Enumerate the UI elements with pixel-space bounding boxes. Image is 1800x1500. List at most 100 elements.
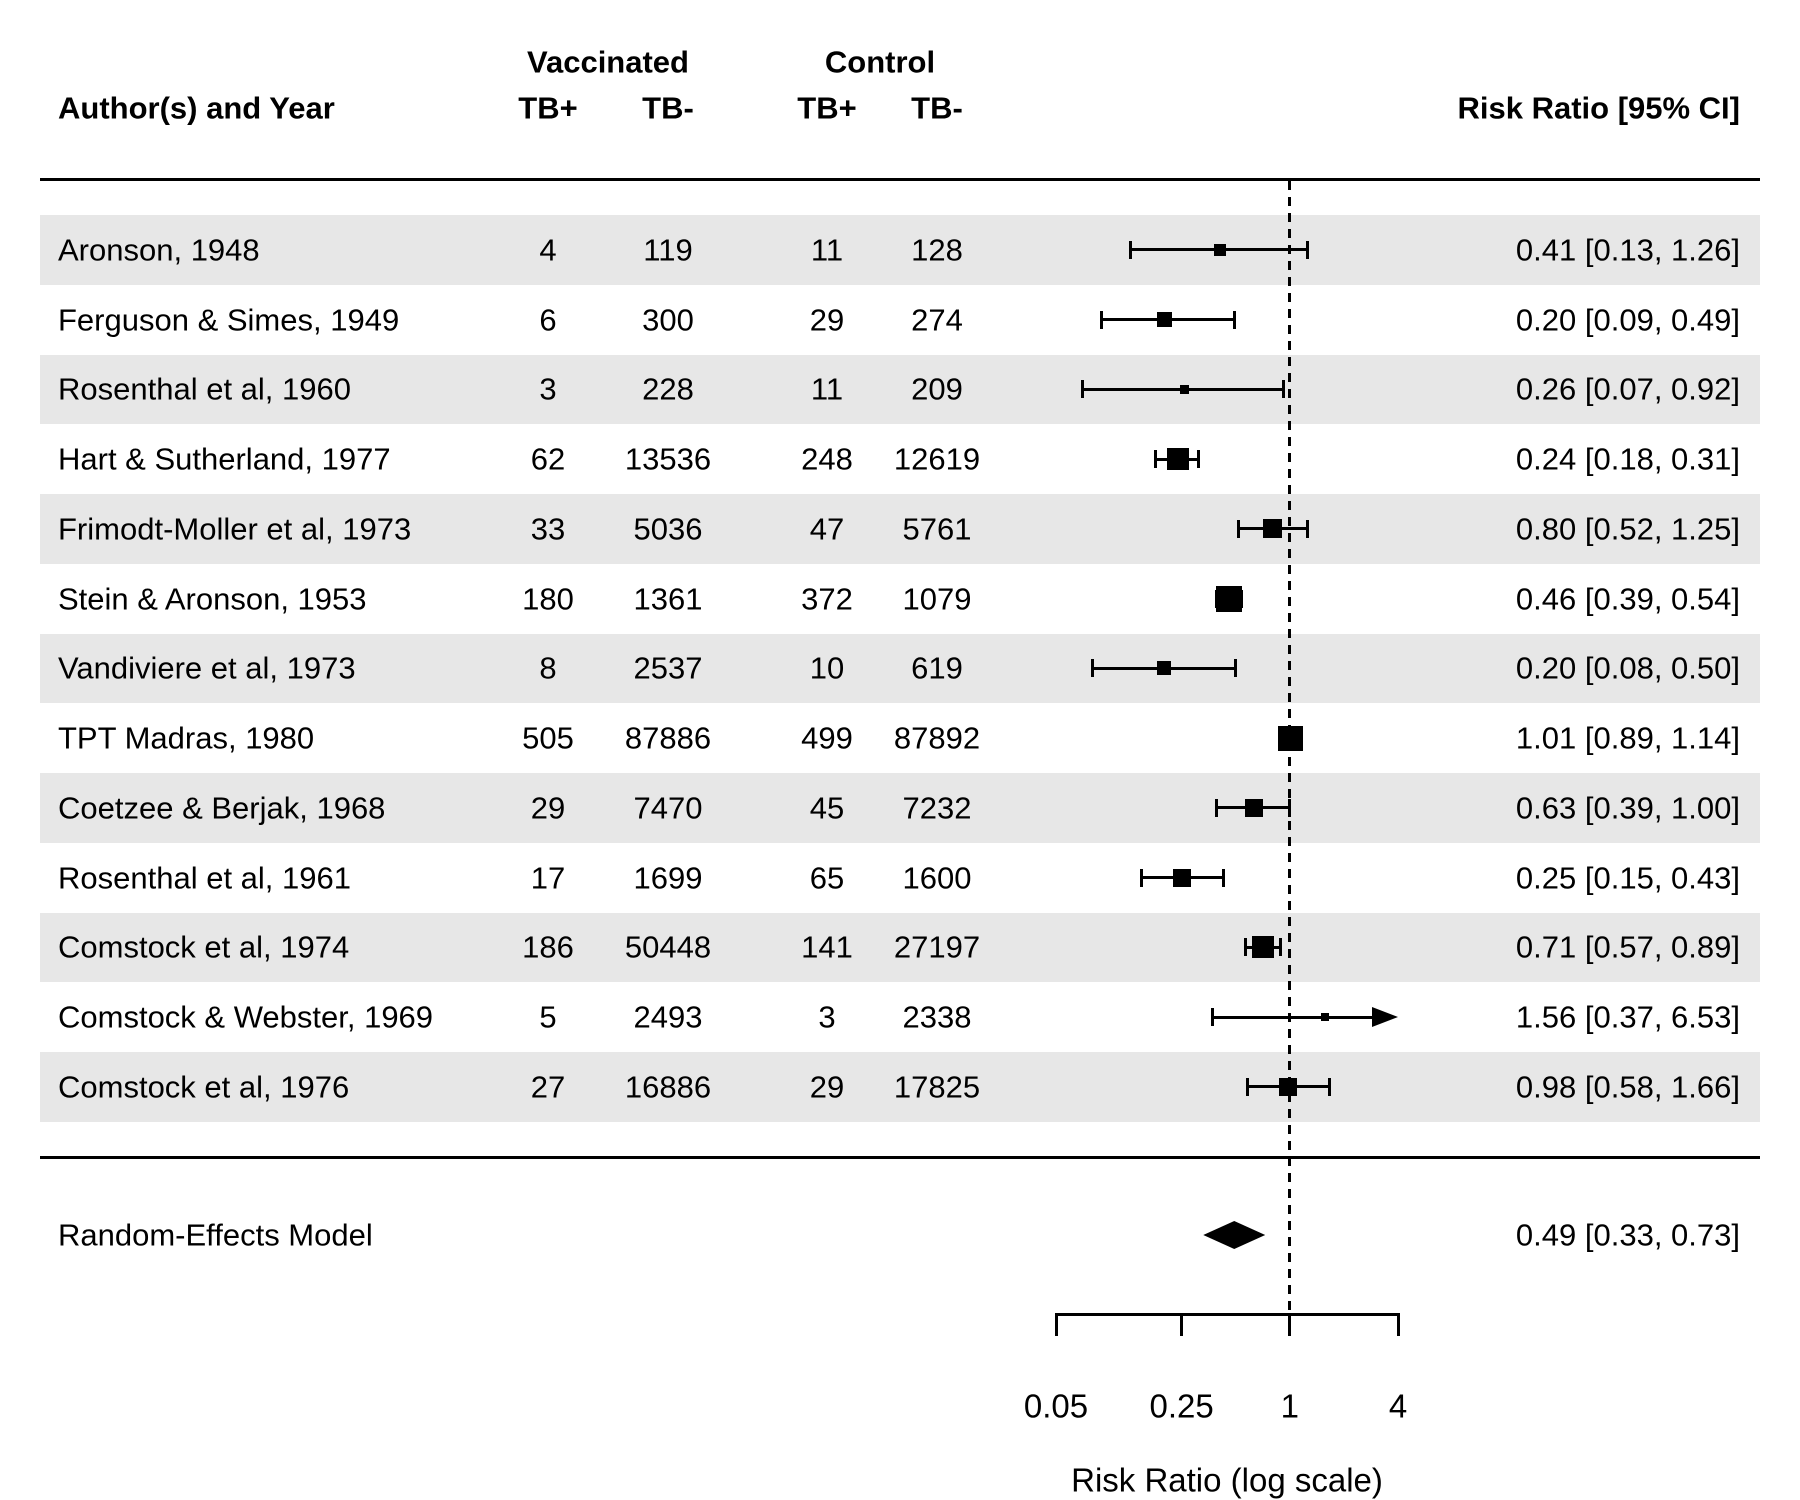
row-band xyxy=(40,494,1760,564)
study-author: Vandiviere et al, 1973 xyxy=(58,650,356,686)
point-estimate-square xyxy=(1167,448,1190,471)
study-vaccinated-tb-neg: 300 xyxy=(642,302,694,338)
header-control-tb-neg-col: TB- xyxy=(911,90,963,126)
study-vaccinated-tb-pos: 27 xyxy=(530,1069,566,1105)
study-vaccinated-tb-neg: 228 xyxy=(642,371,694,407)
x-axis-tick-label: 4 xyxy=(1388,1387,1408,1425)
study-control-tb-neg: 2338 xyxy=(902,999,972,1035)
study-control-tb-neg: 87892 xyxy=(893,720,981,756)
study-ci-text: 0.98 [0.58, 1.66] xyxy=(1515,1069,1740,1105)
study-author: Ferguson & Simes, 1949 xyxy=(58,302,400,338)
study-control-tb-pos: 29 xyxy=(809,1069,845,1105)
study-vaccinated-tb-pos: 5 xyxy=(539,999,557,1035)
ci-cap-low xyxy=(1245,1077,1249,1096)
study-vaccinated-tb-neg: 16886 xyxy=(624,1069,712,1105)
study-vaccinated-tb-neg: 2493 xyxy=(633,999,703,1035)
study-vaccinated-tb-pos: 186 xyxy=(522,929,574,965)
header-control-group: Control xyxy=(824,44,936,80)
study-control-tb-pos: 499 xyxy=(801,720,853,756)
x-axis-tick xyxy=(1180,1313,1184,1336)
point-estimate-square xyxy=(1244,798,1263,817)
study-control-tb-neg: 27197 xyxy=(893,929,981,965)
ci-cap-low xyxy=(1237,519,1241,538)
study-vaccinated-tb-neg: 13536 xyxy=(624,441,712,477)
x-axis-tick-label: 0.05 xyxy=(1023,1387,1089,1425)
study-vaccinated-tb-neg: 50448 xyxy=(624,929,712,965)
ci-cap-high xyxy=(1234,659,1238,678)
ci-cap-low xyxy=(1129,240,1133,259)
top-rule xyxy=(40,178,1760,181)
study-ci-text: 0.46 [0.39, 0.54] xyxy=(1515,581,1740,617)
ci-cap-low xyxy=(1091,659,1095,678)
study-author: Coetzee & Berjak, 1968 xyxy=(58,790,386,826)
study-vaccinated-tb-pos: 4 xyxy=(539,232,557,268)
study-vaccinated-tb-neg: 1361 xyxy=(633,581,703,617)
header-author-col: Author(s) and Year xyxy=(58,90,335,126)
study-author: Comstock & Webster, 1969 xyxy=(58,999,434,1035)
study-control-tb-pos: 248 xyxy=(801,441,853,477)
header-control-tb-pos-col: TB+ xyxy=(797,90,857,126)
x-axis-tick xyxy=(1396,1313,1400,1336)
header-vaccinated-tb-pos-col: TB+ xyxy=(518,90,578,126)
study-control-tb-pos: 10 xyxy=(809,650,845,686)
point-estimate-square xyxy=(1156,312,1172,328)
study-control-tb-neg: 619 xyxy=(911,650,963,686)
point-estimate-square xyxy=(1214,243,1227,256)
ci-cap-low xyxy=(1244,938,1248,957)
ci-cap-high xyxy=(1279,938,1283,957)
study-vaccinated-tb-neg: 1699 xyxy=(633,860,703,896)
study-author: Comstock et al, 1974 xyxy=(58,929,350,965)
study-ci-text: 0.41 [0.13, 1.26] xyxy=(1515,232,1740,268)
x-axis-title: Risk Ratio (log scale) xyxy=(1071,1461,1383,1499)
study-control-tb-neg: 7232 xyxy=(902,790,972,826)
ci-cap-low xyxy=(1100,310,1104,329)
study-vaccinated-tb-pos: 33 xyxy=(530,511,566,547)
study-control-tb-neg: 5761 xyxy=(902,511,972,547)
study-control-tb-neg: 17825 xyxy=(893,1069,981,1105)
study-ci-text: 0.71 [0.57, 0.89] xyxy=(1515,929,1740,965)
study-vaccinated-tb-neg: 119 xyxy=(643,232,693,268)
study-control-tb-pos: 3 xyxy=(818,999,836,1035)
study-control-tb-pos: 45 xyxy=(809,790,845,826)
study-control-tb-pos: 47 xyxy=(809,511,845,547)
study-control-tb-pos: 11 xyxy=(810,371,844,407)
study-control-tb-pos: 65 xyxy=(809,860,845,896)
study-ci-text: 0.20 [0.09, 0.49] xyxy=(1515,302,1740,338)
ci-cap-high xyxy=(1306,240,1310,259)
study-control-tb-neg: 274 xyxy=(911,302,963,338)
ci-cap-low xyxy=(1140,868,1144,887)
study-ci-text: 0.24 [0.18, 0.31] xyxy=(1515,441,1740,477)
ci-whisker xyxy=(1212,1015,1372,1019)
study-control-tb-pos: 29 xyxy=(809,302,845,338)
x-axis-tick xyxy=(1054,1313,1058,1336)
header-risk-ratio-col: Risk Ratio [95% CI] xyxy=(1457,90,1740,126)
row-band xyxy=(40,912,1760,983)
point-estimate-square xyxy=(1278,725,1304,751)
ci-cap-high xyxy=(1305,519,1309,538)
study-ci-text: 0.20 [0.08, 0.50] xyxy=(1515,650,1740,686)
study-author: TPT Madras, 1980 xyxy=(58,720,315,756)
x-axis-tick-label: 0.25 xyxy=(1149,1387,1214,1425)
study-vaccinated-tb-neg: 5036 xyxy=(633,511,703,547)
point-estimate-square xyxy=(1252,936,1275,959)
summary-label: Random-Effects Model xyxy=(58,1217,373,1253)
point-estimate-square xyxy=(1180,384,1190,394)
study-control-tb-neg: 12619 xyxy=(893,441,981,477)
ci-cap-high xyxy=(1288,798,1292,817)
study-vaccinated-tb-pos: 180 xyxy=(522,581,574,617)
summary-diamond xyxy=(1203,1221,1266,1249)
study-vaccinated-tb-pos: 8 xyxy=(539,650,557,686)
ci-cap-high xyxy=(1222,868,1226,887)
study-vaccinated-tb-pos: 62 xyxy=(530,441,566,477)
point-estimate-square xyxy=(1320,1013,1329,1022)
row-band xyxy=(40,215,1760,285)
ci-cap-high xyxy=(1196,450,1200,469)
point-estimate-square xyxy=(1172,868,1191,887)
study-ci-text: 0.63 [0.39, 1.00] xyxy=(1515,790,1740,826)
study-ci-text: 1.56 [0.37, 6.53] xyxy=(1515,999,1740,1035)
study-control-tb-neg: 1079 xyxy=(902,581,972,617)
study-author: Comstock et al, 1976 xyxy=(58,1069,350,1105)
ci-cap-high xyxy=(1327,1077,1331,1096)
study-vaccinated-tb-pos: 6 xyxy=(539,302,557,338)
study-control-tb-neg: 128 xyxy=(911,232,963,268)
